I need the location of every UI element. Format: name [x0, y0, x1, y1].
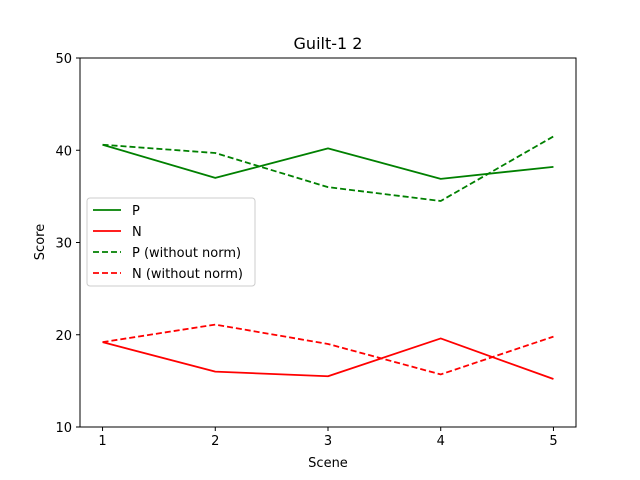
legend: PN P (without norm) N (without norm)	[86, 197, 256, 287]
x-tick-label: 3	[324, 434, 332, 449]
y-axis-title: Score	[33, 224, 48, 260]
x-tick-label: 4	[437, 434, 445, 449]
y-tick-label: 50	[55, 52, 72, 67]
legend-label-n-without-norm: N (without norm)	[132, 267, 243, 282]
legend-box	[86, 197, 256, 287]
series-line-n-without-norm	[102, 323, 554, 376]
x-tick-label: 1	[98, 434, 106, 449]
x-axis: 1 2 3 4 5	[98, 427, 558, 449]
legend-label-p: P	[132, 204, 140, 219]
y-tick-label: 20	[55, 329, 72, 344]
y-tick-label: 30	[55, 237, 72, 252]
x-tick-label: 2	[211, 434, 219, 449]
y-tick-label: 40	[55, 144, 72, 159]
y-axis: 10 20 30 40 50	[55, 52, 80, 436]
legend-label-p-without-norm: P (without norm)	[132, 246, 241, 261]
series-line-p-without-norm	[102, 135, 554, 202]
y-tick-label: 10	[55, 421, 72, 436]
series-layer	[102, 135, 554, 380]
x-tick-label: 5	[549, 434, 557, 449]
series-line-n	[102, 337, 554, 380]
legend-label-n: N	[132, 225, 142, 240]
series-line-p	[102, 143, 554, 180]
x-axis-title: Scene	[308, 456, 348, 471]
chart-title: Guilt-1 2	[294, 34, 363, 53]
